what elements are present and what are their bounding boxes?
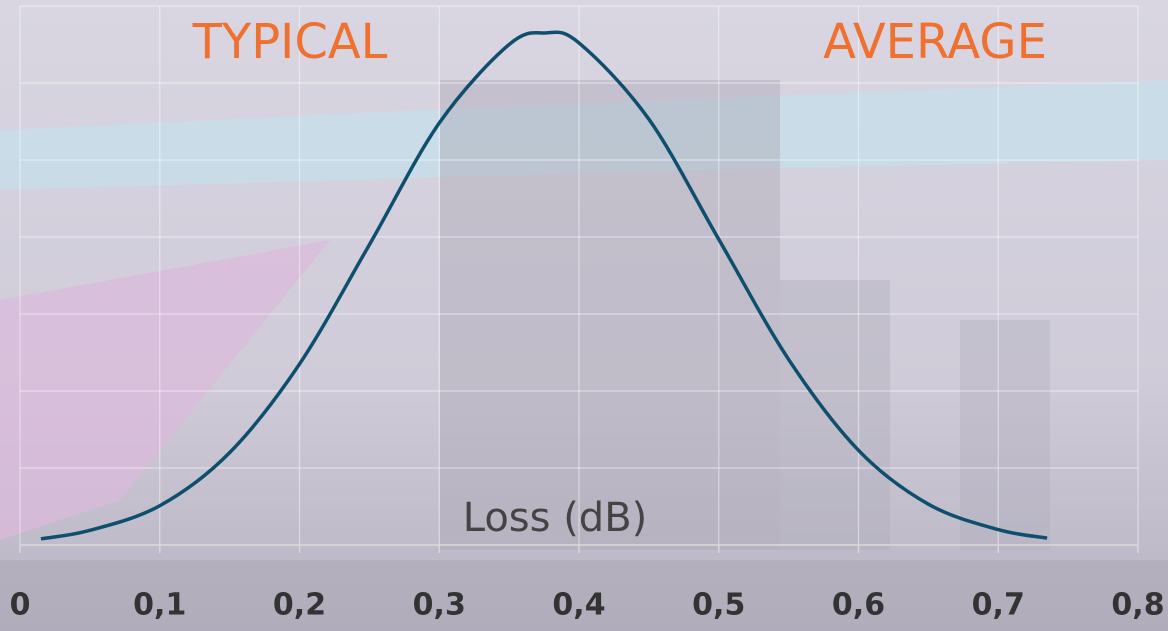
- x-tick-label: 0,3: [413, 588, 466, 623]
- chart: TYPICAL AVERAGE Loss (dB) 0 0,1 0,2 0,3 0,4 0…: [0, 0, 1168, 631]
- annotation: AVERAGE: [823, 14, 1047, 70]
- x-tick-label: 0,7: [972, 588, 1025, 623]
- x-tick-label: 0,5: [692, 588, 745, 623]
- page: TYPICAL AVERAGE Loss (dB) 0 0,1 0,2 0,3 0,4 0…: [0, 0, 1168, 631]
- x-tick-label: 0,1: [133, 588, 186, 623]
- annotation: TYPICAL: [192, 14, 388, 70]
- x-tick-label: 0,6: [832, 588, 885, 623]
- x-tick-label: 0,8: [1111, 588, 1164, 623]
- x-tick-label: 0: [10, 588, 31, 623]
- x-axis-label: Loss (dB): [463, 495, 648, 541]
- x-tick-label: 0,2: [273, 588, 326, 623]
- x-tick-label: 0,4: [552, 588, 605, 623]
